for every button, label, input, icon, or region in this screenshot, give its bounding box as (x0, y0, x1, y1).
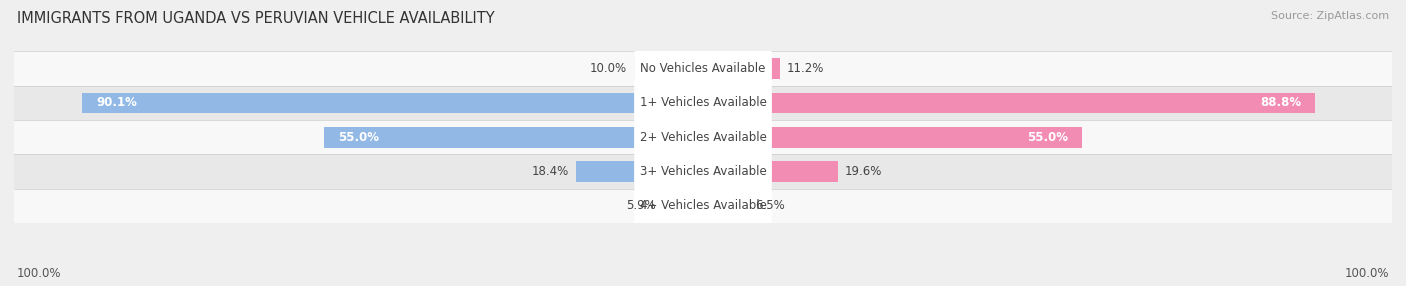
Bar (634, 58, 703, 79)
Bar (576, 161, 703, 182)
Text: No Vehicles Available: No Vehicles Available (640, 62, 766, 75)
Text: 100.0%: 100.0% (17, 267, 62, 280)
Text: 1+ Vehicles Available: 1+ Vehicles Available (640, 96, 766, 110)
Bar (14, 189, 1392, 223)
Bar (703, 93, 1315, 113)
Bar (703, 127, 1083, 148)
Text: 3+ Vehicles Available: 3+ Vehicles Available (640, 165, 766, 178)
Bar (14, 51, 1392, 86)
FancyBboxPatch shape (634, 78, 772, 128)
Bar (14, 120, 1392, 154)
Text: 100.0%: 100.0% (1344, 267, 1389, 280)
Text: 11.2%: 11.2% (787, 62, 824, 75)
Text: 19.6%: 19.6% (845, 165, 883, 178)
Text: 55.0%: 55.0% (1028, 131, 1069, 144)
Text: 10.0%: 10.0% (591, 62, 627, 75)
Text: 4+ Vehicles Available: 4+ Vehicles Available (640, 199, 766, 212)
FancyBboxPatch shape (634, 181, 772, 231)
FancyBboxPatch shape (634, 43, 772, 94)
Text: 18.4%: 18.4% (531, 165, 569, 178)
Text: 88.8%: 88.8% (1260, 96, 1301, 110)
Legend: Immigrants from Uganda, Peruvian: Immigrants from Uganda, Peruvian (576, 284, 830, 286)
FancyBboxPatch shape (634, 112, 772, 162)
Text: 6.5%: 6.5% (755, 199, 785, 212)
Text: 5.9%: 5.9% (626, 199, 655, 212)
Text: 90.1%: 90.1% (96, 96, 136, 110)
Bar (703, 196, 748, 216)
Bar (662, 196, 703, 216)
Text: Source: ZipAtlas.com: Source: ZipAtlas.com (1271, 11, 1389, 21)
Text: IMMIGRANTS FROM UGANDA VS PERUVIAN VEHICLE AVAILABILITY: IMMIGRANTS FROM UGANDA VS PERUVIAN VEHIC… (17, 11, 495, 26)
FancyBboxPatch shape (634, 146, 772, 197)
Bar (14, 154, 1392, 189)
Bar (14, 86, 1392, 120)
Text: 55.0%: 55.0% (337, 131, 378, 144)
Bar (703, 58, 780, 79)
Text: 2+ Vehicles Available: 2+ Vehicles Available (640, 131, 766, 144)
Bar (703, 161, 838, 182)
Bar (83, 93, 703, 113)
Bar (323, 127, 703, 148)
